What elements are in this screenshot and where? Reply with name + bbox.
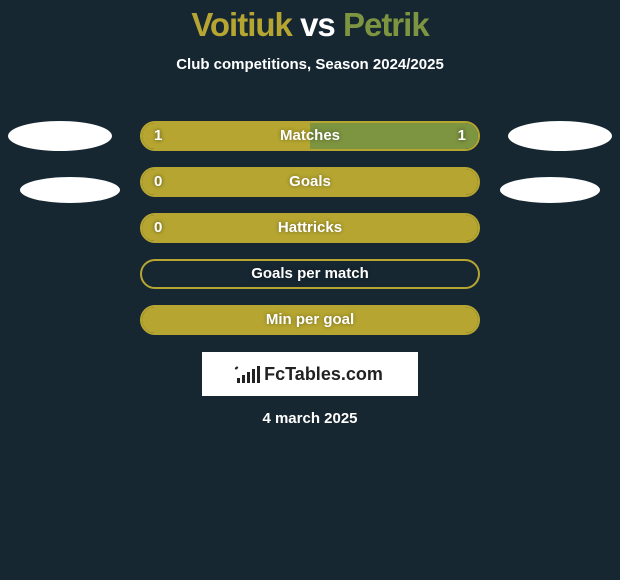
stat-bar: Min per goal [140, 305, 480, 335]
comparison-title: Voitiuk vs Petrik [0, 0, 620, 44]
stat-rows-container: 11Matches 0Goals 0Hattricks Goals per match… [0, 121, 620, 351]
player1-marker [20, 177, 120, 203]
stat-row: 0Hattricks [0, 213, 620, 259]
stat-label: Goals per match [142, 265, 478, 282]
source-logo: FcTables.com [202, 352, 418, 396]
player2-marker [508, 121, 612, 151]
logo-content: FcTables.com [237, 364, 383, 385]
stat-label: Matches [142, 127, 478, 144]
snapshot-date: 4 march 2025 [0, 410, 620, 427]
stat-row: 11Matches [0, 121, 620, 167]
stat-bar: Goals per match [140, 259, 480, 289]
stat-label: Min per goal [142, 311, 478, 328]
stat-bar: 0Goals [140, 167, 480, 197]
stat-row: 0Goals [0, 167, 620, 213]
player1-name: Voitiuk [191, 6, 292, 43]
stat-row: Goals per match [0, 259, 620, 305]
season-subtitle: Club competitions, Season 2024/2025 [0, 56, 620, 73]
stat-label: Hattricks [142, 219, 478, 236]
logo-text: FcTables.com [264, 364, 383, 385]
stat-bar: 0Hattricks [140, 213, 480, 243]
player1-marker [8, 121, 112, 151]
stat-row: Min per goal [0, 305, 620, 351]
vs-separator: vs [300, 6, 335, 43]
stat-label: Goals [142, 173, 478, 190]
player2-name: Petrik [343, 6, 429, 43]
chart-icon [237, 365, 260, 383]
player2-marker [500, 177, 600, 203]
stat-bar: 11Matches [140, 121, 480, 151]
